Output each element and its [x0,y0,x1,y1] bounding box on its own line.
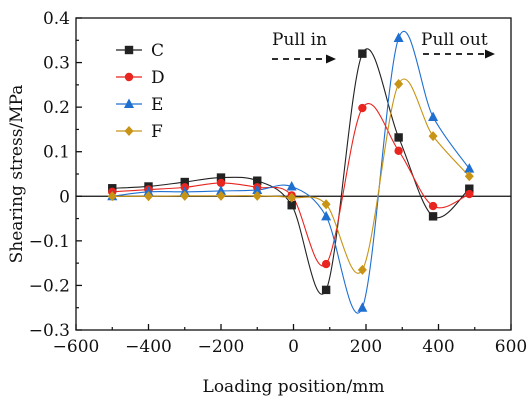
data-point-e [252,184,263,195]
data-point-c [394,133,403,142]
legend-label-c: C [151,41,164,61]
data-point-e [286,180,297,191]
data-point-c [180,177,189,187]
data-point-d [428,201,438,211]
x-tick-label: 200 [350,337,382,357]
data-point-d [358,103,367,113]
legend-label-e: E [151,95,163,115]
series-line-f [112,78,470,274]
data-point-d [216,178,226,188]
data-point-c [216,173,226,182]
data-point-e [216,185,226,195]
series-line-e [112,30,470,314]
legend-marker-e [124,98,134,108]
y-tick-label: −0.3 [29,321,70,341]
legend-marker-c [124,45,134,55]
x-tick-label: −400 [125,337,172,357]
data-point-e [321,210,332,221]
data-point-c [358,49,367,58]
y-tick-label: −0.1 [29,232,70,252]
data-point-d [321,259,331,269]
data-point-e [428,111,439,121]
legend-marker-d [124,72,134,82]
data-point-f [144,191,153,202]
data-point-f [216,190,226,201]
data-point-e [143,186,154,196]
data-point-c [253,176,262,185]
pull-out-label: Pull out [421,30,488,50]
x-tick-label: 600 [495,337,527,357]
x-axis-title: Loading position/mm [203,377,385,397]
data-point-f [252,190,262,201]
data-point-c [465,184,474,193]
data-point-f [321,199,331,210]
data-point-f [287,192,297,203]
legend-label-f: F [151,122,163,142]
pull-in-label: Pull in [272,30,327,50]
data-point-f [464,171,474,182]
plot-frame [75,17,512,331]
legend-marker-f [124,126,134,136]
data-point-f [357,264,367,275]
data-point-e [464,163,475,173]
plot-area: −600 −400 −200 0 200 400 600 −0.3 −0.2 −0.1 0 0.1 0.… [29,9,527,357]
data-point-f [107,191,117,202]
series-line-c [112,48,470,295]
data-point-f [180,190,190,201]
legend-label-d: D [151,68,165,88]
x-tick-label: 0 [288,337,299,357]
y-tick-label: 0 [59,187,70,207]
y-tick-label: 0.4 [43,9,70,29]
y-tick-label: −0.2 [29,276,70,296]
data-point-d [394,146,403,156]
y-tick-label: 0.2 [43,98,70,118]
data-point-c [287,201,296,210]
data-point-c [321,285,331,295]
pull-out-arrow-head [485,49,495,59]
pull-in-arrow-head [326,54,336,64]
data-point-d [465,189,474,199]
x-tick-label: 400 [422,337,454,357]
data-point-f [394,78,404,89]
data-point-e [357,302,368,312]
y-tick-label: 0.3 [43,54,70,74]
x-tick-label: −600 [53,337,100,357]
data-point-f [428,131,438,142]
y-tick-label: 0.1 [43,143,70,163]
data-point-e [393,32,404,43]
x-tick-label: −200 [198,337,245,357]
data-point-c [428,212,438,221]
y-axis-title: Shearing stress/MPa [7,85,27,264]
